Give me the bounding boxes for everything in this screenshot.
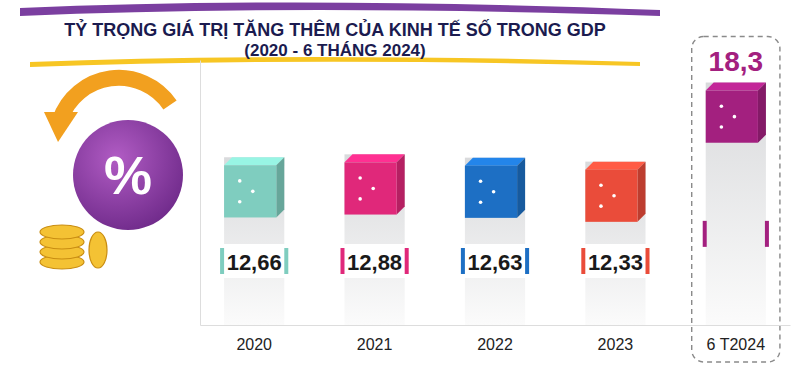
bar-group [706, 83, 766, 325]
cube-dot [371, 187, 375, 191]
cube-front [465, 166, 517, 218]
x-tick: 6 T2024 [707, 336, 766, 353]
data-label: 12,63 [467, 250, 522, 275]
x-axis-line [201, 325, 791, 326]
label-tick [765, 221, 769, 247]
cube-front [585, 170, 637, 222]
cube-dot [492, 190, 496, 194]
label-box [220, 244, 288, 278]
icon-coin [89, 232, 107, 268]
cube-dot [358, 197, 362, 201]
cube-dot [720, 104, 724, 108]
cube-dot [358, 176, 362, 180]
cube-top [706, 83, 766, 91]
data-labels: 12,66 12,88 12,63 12,33 18,3 [220, 46, 769, 278]
icon-circle [73, 120, 183, 230]
label-box [581, 244, 649, 278]
x-tick: 2022 [477, 336, 513, 353]
label-tick [340, 248, 344, 274]
data-label: 12,33 [588, 250, 643, 275]
cube-dot [251, 190, 255, 194]
data-label: 12,66 [227, 250, 282, 275]
cube-side [638, 162, 646, 222]
label-tick [525, 248, 529, 274]
cube-side [276, 157, 284, 217]
x-tick-label: 2023 [598, 336, 634, 353]
y-axis-line [200, 61, 201, 326]
icon-arrowhead [44, 112, 78, 142]
bars [224, 83, 766, 325]
label-tick [405, 248, 409, 274]
cube-dot [733, 115, 737, 119]
bar [465, 158, 525, 325]
label-tick [703, 221, 707, 247]
label-box [461, 244, 529, 278]
cube-side [397, 154, 405, 214]
cube-top [344, 154, 404, 162]
data-label: 18,3 [709, 46, 764, 77]
x-tick-label: 2021 [357, 336, 393, 353]
cube-front [224, 165, 276, 217]
cube-dot [720, 125, 724, 129]
cube-dot [599, 183, 603, 187]
cube-side [517, 158, 525, 218]
x-tick: 2020 [236, 336, 272, 353]
cube-dot [479, 200, 483, 204]
cube-dot [238, 179, 242, 183]
x-axis: 2020 2021 2022 2023 6 T2024 [201, 326, 791, 354]
cube-dot [612, 194, 616, 198]
label-tick [646, 248, 650, 274]
data-label: 12,88 [347, 250, 402, 275]
cube-side [758, 83, 766, 143]
cube-front [706, 91, 758, 143]
y-axis [200, 61, 201, 326]
chart-svg: TỶ TRỌNG GIÁ TRỊ TĂNG THÊM CỦA KINH TẾ S… [0, 0, 800, 370]
bar-group [585, 162, 645, 325]
percent-icon: % [40, 78, 183, 269]
label-tick [220, 248, 224, 274]
x-tick-label: 6 T2024 [707, 336, 766, 353]
chart-subtitle: (2020 - 6 THÁNG 2024) [244, 41, 425, 60]
label-tick [581, 248, 585, 274]
bar [706, 83, 766, 325]
chart-title: TỶ TRỌNG GIÁ TRỊ TĂNG THÊM CỦA KINH TẾ S… [64, 19, 605, 40]
bar [344, 154, 404, 325]
cube-dot [479, 180, 483, 184]
x-tick-label: 2022 [477, 336, 513, 353]
cube-top [224, 157, 284, 165]
chart-container: TỶ TRỌNG GIÁ TRỊ TĂNG THÊM CỦA KINH TẾ S… [0, 0, 800, 370]
bar [585, 162, 645, 325]
bar-group [465, 158, 525, 325]
bar-group [224, 157, 284, 325]
label-box [340, 244, 408, 278]
cube-dot [238, 200, 242, 204]
title-ribbon [20, 2, 660, 16]
label-tick [461, 248, 465, 274]
icon-coin [40, 225, 84, 239]
bar [224, 157, 284, 325]
x-tick: 2021 [357, 336, 393, 353]
label-tick [284, 248, 288, 274]
highlight-frame [692, 37, 780, 362]
icon-text: % [104, 145, 152, 205]
cube-top [465, 158, 525, 166]
cube-dot [599, 204, 603, 208]
x-tick-label: 2020 [236, 336, 272, 353]
cube-top [585, 162, 645, 170]
bar-group [344, 154, 404, 325]
cube-front [344, 162, 396, 214]
x-tick: 2023 [598, 336, 634, 353]
